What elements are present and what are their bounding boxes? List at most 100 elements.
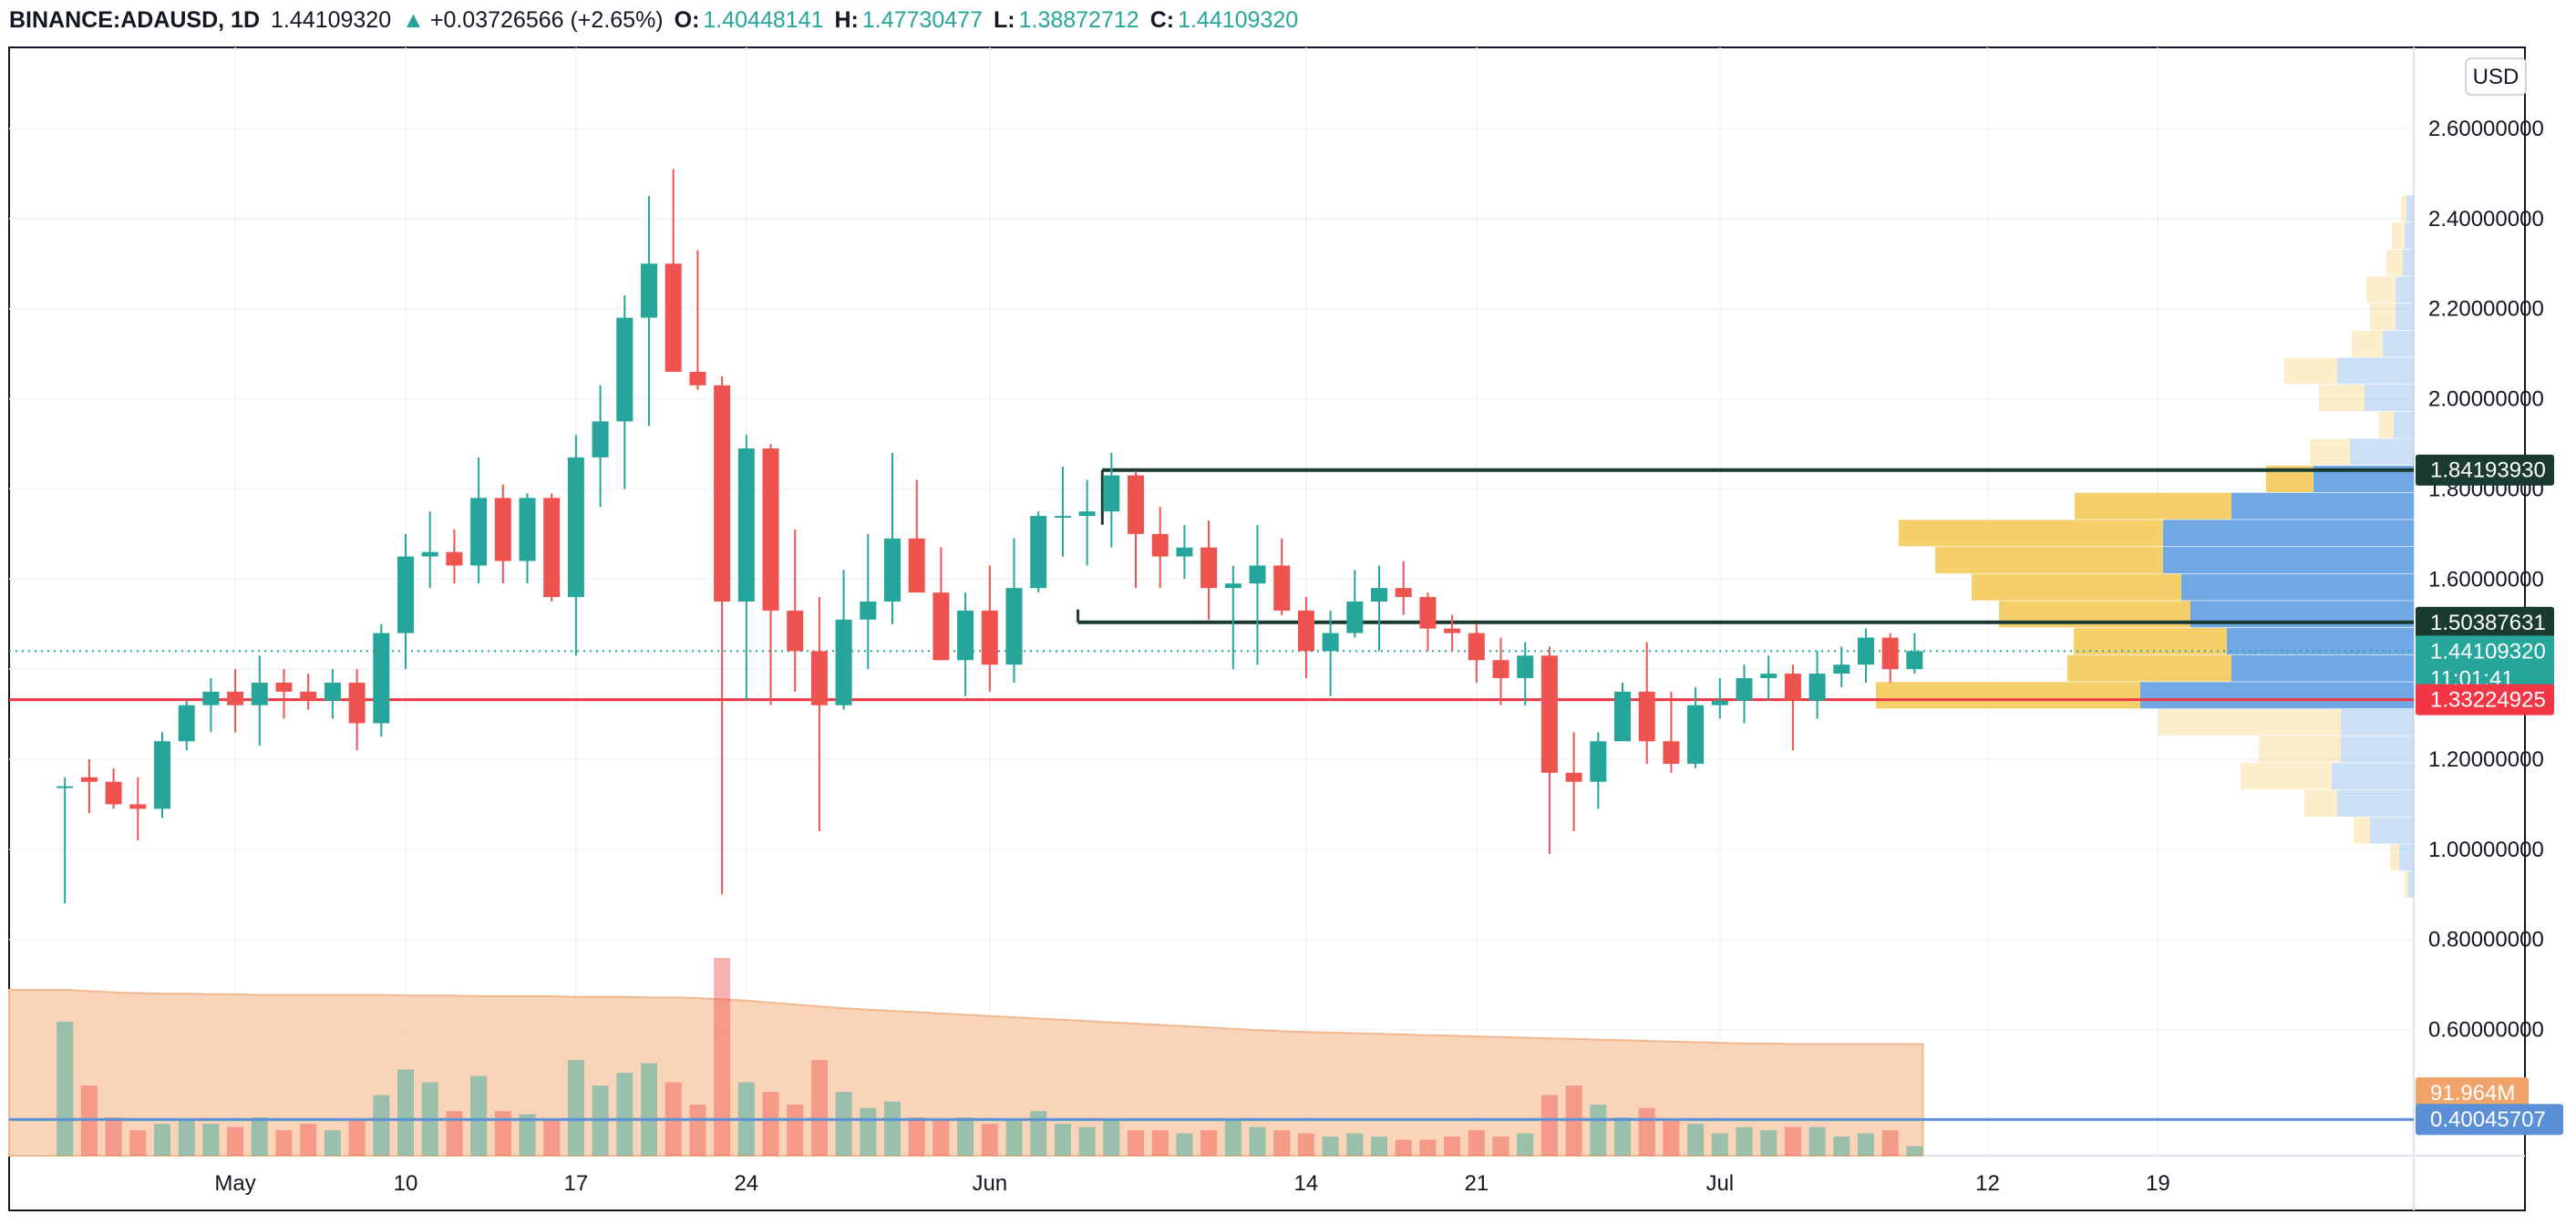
blue-line-price-label bbox=[2416, 1104, 2563, 1136]
price-tick-label: 2.20000000 bbox=[2428, 297, 2544, 322]
volume-bar bbox=[835, 1092, 852, 1156]
volume-profile bbox=[1876, 195, 2414, 898]
last-price-label bbox=[2416, 635, 2554, 695]
candle-body bbox=[519, 498, 536, 561]
candle-body bbox=[1297, 610, 1314, 652]
volume-bar bbox=[1784, 1127, 1801, 1156]
volume-bar bbox=[1638, 1107, 1655, 1156]
candle-body bbox=[1224, 583, 1242, 589]
candle-body bbox=[933, 592, 950, 661]
candle-body bbox=[592, 421, 609, 458]
candle-body bbox=[1833, 664, 1850, 674]
candle-body bbox=[567, 457, 584, 598]
volume-profile-down-bar bbox=[2227, 627, 2414, 654]
volume-profile-up-bar bbox=[2405, 870, 2408, 898]
volume-bar bbox=[1224, 1120, 1242, 1156]
volume-profile-up-bar bbox=[1876, 682, 2140, 709]
time-tick-label: May bbox=[214, 1171, 255, 1196]
volume-bar bbox=[1249, 1127, 1266, 1156]
currency-button[interactable]: USD bbox=[2465, 57, 2527, 96]
volume-profile-up-bar bbox=[2401, 195, 2406, 222]
candle-body bbox=[1590, 741, 1607, 782]
candle-body bbox=[689, 371, 706, 386]
candle-body bbox=[1565, 772, 1582, 782]
price-tick-label: 1.00000000 bbox=[2428, 838, 2544, 862]
volume-bar bbox=[689, 1105, 706, 1156]
volume-bar bbox=[1151, 1130, 1169, 1156]
volume-bar bbox=[446, 1111, 463, 1156]
candle-body bbox=[1103, 475, 1120, 512]
volume-bar bbox=[1419, 1139, 1437, 1156]
volume-profile-down-bar bbox=[2332, 763, 2414, 790]
candle-body bbox=[1858, 637, 1874, 665]
volume-bar bbox=[981, 1124, 998, 1156]
volume-profile-down-bar bbox=[2396, 304, 2414, 331]
candle-body bbox=[129, 804, 147, 809]
candle-body bbox=[178, 705, 195, 742]
last-price-text: 1.44109320 bbox=[2430, 639, 2546, 664]
candle-body bbox=[494, 498, 511, 561]
price-change: +0.03726566 (+2.65%) bbox=[429, 6, 664, 33]
price-axis[interactable]: 2.60000000 2.40000000 2.20000000 2.00000000… bbox=[2428, 117, 2544, 1043]
volume-bar bbox=[567, 1060, 584, 1156]
volume-profile-down-bar bbox=[2383, 330, 2414, 357]
volume-bar bbox=[373, 1095, 390, 1156]
symbol-header: BINANCE:ADAUSD, 1D 1.44109320 ▲ +0.03726… bbox=[9, 4, 1309, 36]
volume-profile-down-bar bbox=[2365, 385, 2414, 412]
candle-body bbox=[787, 610, 804, 652]
volume-profile-down-bar bbox=[2163, 547, 2414, 574]
candle-body bbox=[1200, 547, 1218, 589]
volume-bar bbox=[810, 1060, 828, 1156]
resistance-price-label bbox=[2416, 454, 2554, 486]
candle-body bbox=[1176, 547, 1193, 557]
volume-profile-up-bar bbox=[2379, 411, 2394, 438]
volume-profile-up-bar bbox=[2386, 249, 2403, 276]
candle-body bbox=[616, 317, 634, 422]
volume-bar bbox=[762, 1092, 779, 1156]
volume-bar bbox=[1517, 1133, 1534, 1156]
volume-bar bbox=[1663, 1120, 1680, 1156]
candle-body bbox=[1784, 674, 1801, 701]
volume-bar bbox=[616, 1073, 634, 1156]
volume-bar bbox=[202, 1124, 220, 1156]
volume-profile-up-bar bbox=[1899, 520, 2163, 547]
volume-bar bbox=[154, 1124, 170, 1156]
candle-body bbox=[397, 556, 414, 633]
volume-profile-down-bar bbox=[2408, 870, 2414, 898]
volume-bar bbox=[1371, 1137, 1387, 1156]
volume-profile-down-bar bbox=[2181, 573, 2414, 601]
volume-bar bbox=[1346, 1133, 1364, 1156]
volume-ma-area bbox=[8, 989, 1924, 1157]
volume-profile-down-bar bbox=[2396, 276, 2414, 304]
close-label: C: bbox=[1149, 6, 1175, 33]
volume-bar bbox=[1760, 1130, 1777, 1156]
candle-body bbox=[446, 551, 463, 566]
candle-body bbox=[470, 498, 488, 566]
volume-bar bbox=[787, 1105, 804, 1156]
time-tick-label: 17 bbox=[564, 1171, 589, 1196]
volume-profile-up-bar bbox=[2390, 844, 2399, 871]
high-value: 1.47730477 bbox=[861, 6, 983, 33]
candle-body bbox=[1881, 637, 1899, 670]
volume-bar bbox=[884, 1101, 901, 1156]
volume-profile-down-bar bbox=[2350, 438, 2414, 466]
time-axis[interactable]: May 10 17 24 Jun 14 21 Jul 12 19 bbox=[214, 1171, 2169, 1196]
time-tick-label: Jul bbox=[1705, 1171, 1734, 1196]
candle-body bbox=[202, 691, 220, 705]
volume-bar bbox=[1444, 1137, 1461, 1156]
volume-bar bbox=[1858, 1133, 1874, 1156]
volume-bar bbox=[324, 1130, 341, 1156]
volume-bar bbox=[1492, 1137, 1510, 1156]
support-price-text: 1.50387631 bbox=[2430, 611, 2546, 635]
candle-body bbox=[1540, 655, 1558, 773]
volume-profile-down-bar bbox=[2140, 682, 2414, 709]
volume-bar bbox=[1881, 1130, 1899, 1156]
symbol-title[interactable]: BINANCE:ADAUSD, 1D bbox=[9, 6, 261, 33]
volume-bar bbox=[860, 1107, 877, 1156]
candle-body bbox=[1346, 602, 1364, 633]
volume-ma-text: 91.964M bbox=[2430, 1081, 2515, 1106]
candle-body bbox=[1419, 597, 1437, 629]
volume-profile-up-bar bbox=[2241, 763, 2332, 790]
candle-body bbox=[421, 551, 438, 557]
